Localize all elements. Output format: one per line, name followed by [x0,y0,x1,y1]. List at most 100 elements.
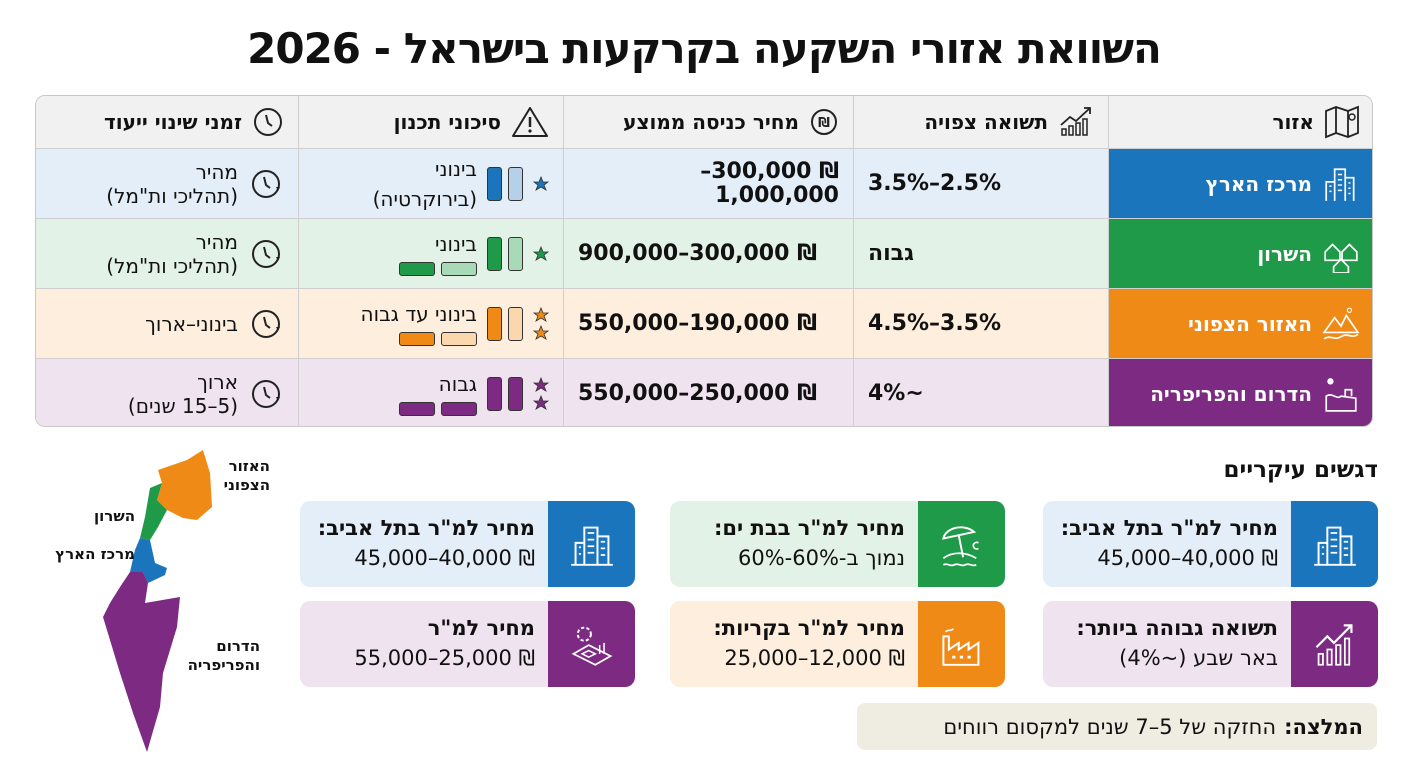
page-title: השוואת אזורי השקעה בקרקעות בישראל - 2026 [247,24,1162,73]
map-region-center[interactable] [130,538,167,583]
recommendation-text: החזקה של 5–7 שנים למקסום רווחים [943,714,1277,739]
highlight-card: מחיר למ"ר בבת ים: נמוך ב-60%-60% [670,501,1005,587]
risk-level: בינוני עד גבוה [360,301,477,326]
star-icon [533,394,549,410]
clock-refresh-icon [252,309,280,338]
return-cell: 2.5%–3.5% [854,149,1109,219]
highlight-value: נמוך ב-60%-60% [737,546,905,570]
header-time-label: זמני שינוי ייעוד [104,110,242,134]
region-cell: מרכז הארץ [1109,149,1372,219]
highlight-title: תשואה גבוהה ביותר: [1076,616,1278,640]
map-region-sharon[interactable] [140,483,167,540]
region-cell: השרון [1109,219,1372,289]
beach-umbrella-icon [941,526,979,567]
risk-cell: גבוה [299,359,564,426]
price-cell: ₪ 250,000–550,000 [564,359,854,426]
time-note: (תהליכי ות"מל) [106,253,238,278]
city-buildings-icon [1313,526,1356,566]
highlight-value: ₪ 40,000–45,000 [354,546,535,570]
header-time: זמני שינוי ייעוד [36,96,299,149]
risk-cell: בינוני עד גבוה [299,289,564,359]
star-icon [533,175,549,191]
price-cell: ₪ 190,000–550,000 [564,289,854,359]
highlight-card: מחיר למ"ר בתל אביב: ₪ 40,000–45,000 [1043,501,1378,587]
time-cell: מהיר (תהליכי ות"מל) [36,149,299,219]
risk-level: גבוה [438,371,477,396]
highlight-title: מחיר למ"ר בקריות: [713,616,905,640]
desert-town-icon [1325,377,1357,412]
region-name: מרכז הארץ [1205,171,1312,196]
highlight-title: מחיר למ"ר בבת ים: [713,516,905,540]
gear-plan-icon [571,626,612,666]
highlight-title: מחיר למ"ר [427,616,535,640]
city-buildings-icon [570,526,613,566]
header-price: מחיר כניסה ממוצע ₪ [564,96,854,149]
star-icon [533,324,549,340]
region-name: השרון [1257,241,1312,266]
return-cell: ~4% [854,359,1109,426]
star-icon [533,306,549,322]
map-icon [1325,105,1359,139]
region-cell: הדרום והפריפריה [1109,359,1372,426]
header-region: אזור [1109,96,1372,149]
recommendation-label: המלצה: [1284,714,1363,739]
price-cell: ₪ 300,000–1,000,000 [564,149,854,219]
svg-text:₪: ₪ [818,116,830,131]
header-return-label: תשואה צפויה [924,110,1048,134]
comparison-table: אזור תשואה צפויה מחיר כניסה ממוצע ₪ סיכו… [35,95,1373,427]
clock-refresh-icon [252,379,280,408]
star-icon [533,245,549,261]
risk-level: בינוני [435,156,477,181]
highlight-value: ₪ 25,000–55,000 [354,646,535,670]
growth-chart-icon [1315,624,1353,666]
time-note: (תהליכי ות"מל) [106,183,238,208]
price-cell: ₪ 300,000–900,000 [564,219,854,289]
header-price-label: מחיר כניסה ממוצע [623,110,799,134]
header-region-label: אזור [1272,110,1314,134]
houses-icon [1324,242,1358,273]
recommendation-box: המלצה: החזקה של 5–7 שנים למקסום רווחים [857,703,1377,750]
risk-cell: בינוני (בירוקרטיה) [299,149,564,219]
return-cell: 3.5%–4.5% [854,289,1109,359]
shekel-coin-icon: ₪ [811,109,837,135]
clock-refresh-icon [252,239,280,268]
highlight-value: ₪ 40,000–45,000 [1097,546,1278,570]
region-cell: האזור הצפוני [1109,289,1372,359]
time-cell: מהיר (תהליכי ות"מל) [36,219,299,289]
map-label-sharon: השרון [93,507,135,525]
header-return: תשואה צפויה [854,96,1109,149]
map-region-north[interactable] [157,450,212,520]
risk-cell: בינוני [299,219,564,289]
highlight-card: מחיר למ"ר בקריות: ₪ 12,000–25,000 [670,601,1005,687]
map-label-center: מרכז הארץ [55,545,135,563]
time-cell: בינוני–ארוך [36,289,299,359]
risk-level: בינוני [435,231,477,256]
clock-refresh-icon [252,169,280,198]
map-label-north: האזור הצפוני [223,457,270,494]
israel-map [103,450,212,752]
map-region-south[interactable] [103,572,180,752]
highlights-title: דגשים עיקריים [1223,457,1378,483]
map-label-south: הדרום והפריפריה [187,637,260,674]
warning-icon [512,107,548,137]
region-name: הדרום והפריפריה [1150,381,1312,406]
header-risk-label: סיכוני תכנון [393,110,501,134]
factory-icon [941,628,979,666]
header-risk: סיכוני תכנון [299,96,564,149]
highlight-value: ₪ 12,000–25,000 [724,646,905,670]
time-level: ארוך [197,369,238,394]
clock-icon [254,108,282,136]
highlight-card: מחיר למ"ר בתל אביב: ₪ 40,000–45,000 [300,501,635,587]
growth-chart-icon [1060,107,1091,136]
time-level: מהיר [195,229,238,254]
time-level: מהיר [195,159,238,184]
highlight-title: מחיר למ"ר בתל אביב: [317,516,535,540]
highlight-value: באר שבע (~4%) [1119,646,1278,670]
highlight-title: מחיר למ"ר בתל אביב: [1060,516,1278,540]
return-cell: גבוה [854,219,1109,289]
time-note: (5–15 שנים) [127,393,238,418]
risk-note: (בירוקרטיה) [372,186,477,211]
city-buildings-icon [1325,167,1355,201]
time-cell: ארוך (5–15 שנים) [36,359,299,426]
highlight-card: מחיר למ"ר ₪ 25,000–55,000 [300,601,635,687]
